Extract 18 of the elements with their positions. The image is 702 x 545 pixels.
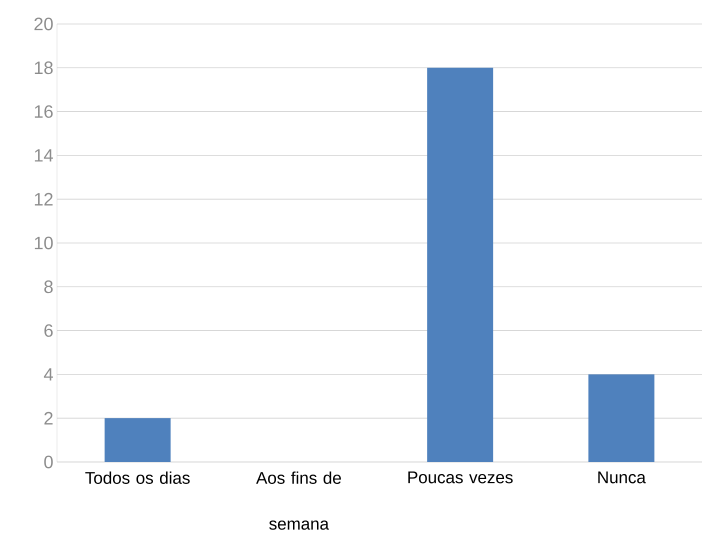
x-tick-label: Poucas vezes (408, 472, 513, 484)
y-tick-label: 10 (34, 236, 53, 250)
x-tick-label: Todos os dias (85, 472, 190, 484)
y-tick-label: 2 (44, 412, 53, 424)
y-tick-label: 20 (34, 18, 53, 30)
category-label: Aos fins de semana (256, 472, 341, 530)
bar (427, 68, 494, 462)
x-tick-label: Nunca (598, 472, 646, 484)
y-tick-label: 0 (44, 456, 53, 468)
y-tick-label: 6 (44, 324, 53, 337)
bar (104, 418, 171, 462)
y-tick-label: 18 (34, 61, 53, 74)
y-tick-label: 12 (34, 192, 53, 206)
bar (588, 374, 654, 462)
y-tick-label: 8 (44, 280, 53, 294)
y-tick-label: 4 (44, 368, 53, 381)
y-tick-label: 14 (34, 149, 53, 162)
y-tick-label: 16 (34, 105, 53, 118)
